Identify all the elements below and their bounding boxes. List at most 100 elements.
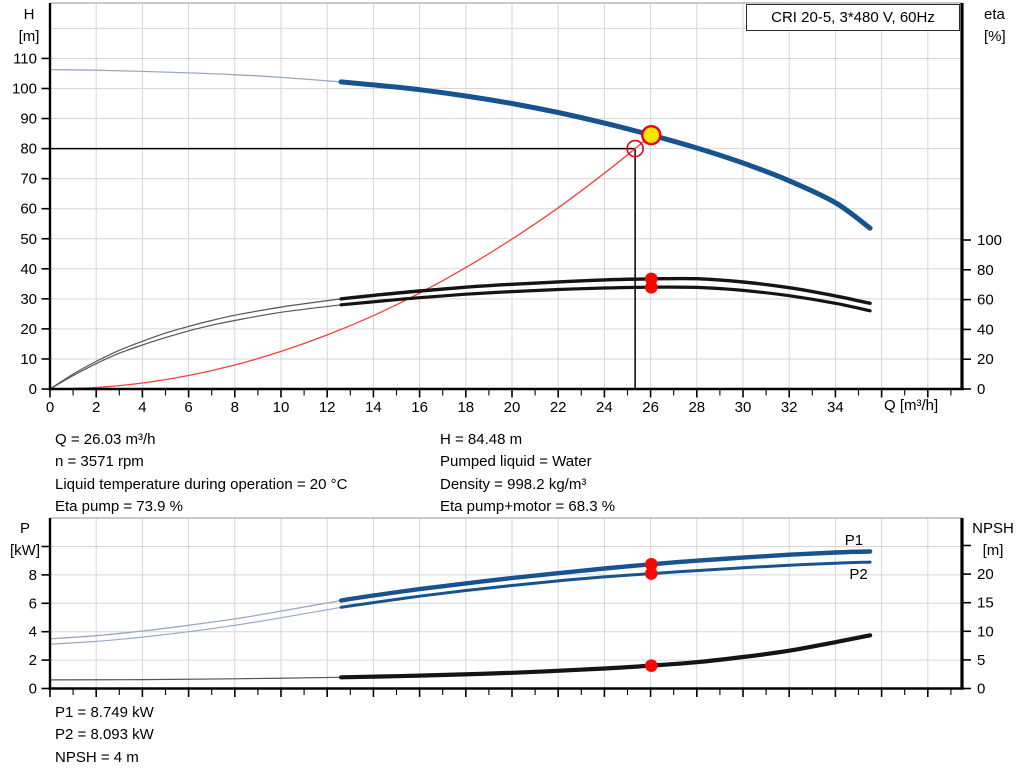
- curve-p1-thin: [49, 599, 342, 640]
- y-left-tick-label: 80: [20, 141, 37, 158]
- requested-duty-marker[interactable]: [626, 139, 644, 158]
- curve-head-thin: [49, 68, 342, 83]
- y-right-tick-label: 0: [977, 381, 985, 398]
- x-axis-title-flow: Q [m³/h]: [884, 395, 964, 417]
- curve-p2: [339, 560, 872, 609]
- npsh-axis-unit-line2: [m]: [982, 542, 1004, 559]
- y-left-tick-label: 110: [13, 50, 37, 67]
- info-line: Liquid temperature during operation = 20…: [55, 475, 348, 493]
- x-tick-label: 10: [273, 399, 290, 416]
- pump-title: CRI 20-5, 3*480 V, 60Hz: [771, 9, 935, 26]
- y-left-tick-label: 4: [29, 624, 37, 641]
- y-left-tick-label: 90: [20, 111, 37, 128]
- y-left-tick-label: 40: [20, 261, 37, 278]
- head-axis-unit-line2: [m]: [18, 28, 40, 45]
- y-axis-title-head: H [m]: [7, 4, 51, 48]
- x-tick-label: 18: [457, 399, 474, 416]
- y-left-tick-label: 8: [29, 567, 37, 584]
- y-left-tick-label: 6: [29, 595, 37, 612]
- curve-p2-thin: [49, 606, 342, 645]
- y-right-tick-label: 15: [977, 595, 994, 612]
- info-line: Density = 998.2 kg/m³: [440, 475, 587, 493]
- y-right-tick-label: 20: [977, 351, 994, 368]
- info-line: NPSH = 4 m: [55, 748, 139, 766]
- duty-info-right: H = 84.48 m Pumped liquid = Water Density …: [440, 429, 615, 519]
- curve-npsh: [339, 633, 873, 680]
- power-axis-unit-line2: [kW]: [10, 542, 40, 559]
- info-line: Q = 26.03 m³/h: [55, 431, 156, 448]
- series-label-p1: P1: [845, 532, 863, 549]
- info-line: n = 3571 rpm: [55, 453, 144, 471]
- y-axis-title-eta: eta [%]: [984, 4, 1024, 48]
- duty-info-left: Q = 26.03 m³/h n = 3571 rpm Liquid tempera…: [55, 429, 347, 519]
- info-line: P2 = 8.093 kW: [55, 726, 154, 744]
- x-tick-label: 4: [138, 399, 146, 416]
- y-left-tick-label: 70: [20, 171, 37, 188]
- y-right-tick-label: 100: [977, 232, 1002, 249]
- y-left-tick-label: 20: [20, 321, 37, 338]
- x-tick-label: 0: [46, 399, 54, 416]
- curve-eta-pump-thin: [49, 298, 342, 390]
- y-axis-title-power: P [kW]: [3, 518, 47, 562]
- result-marker: [644, 557, 658, 571]
- x-tick-label: 22: [550, 399, 567, 416]
- duty-point-marker[interactable]: [641, 124, 662, 146]
- y-left-tick-label: 50: [20, 231, 37, 248]
- eta-axis-unit-line2: [%]: [984, 28, 1006, 45]
- axes: 0 2 4 6 8 0 5 10 15 20: [29, 518, 994, 698]
- x-tick-label: 26: [642, 399, 659, 416]
- y-left-tick-label: 60: [20, 201, 37, 218]
- y-right-tick-label: 20: [977, 566, 994, 583]
- curve-system-curve: [49, 134, 652, 390]
- y-left-tick-label: 30: [20, 291, 37, 308]
- info-line: H = 84.48 m: [440, 431, 523, 448]
- flow-axis-unit: Q [m³/h]: [884, 397, 939, 414]
- x-tick-label: 32: [781, 399, 798, 416]
- y-left-tick-label: 0: [29, 381, 37, 398]
- y-right-tick-label: 60: [977, 292, 994, 309]
- curve-npsh-thin: [49, 676, 342, 681]
- x-tick-label: 8: [231, 399, 239, 416]
- x-tick-label: 20: [504, 399, 521, 416]
- series-label-p2: P2: [849, 566, 867, 583]
- curve-p1: [338, 549, 873, 603]
- x-tick-label: 6: [184, 399, 192, 416]
- x-tick-label: 24: [596, 399, 613, 416]
- y-right-tick-label: 0: [977, 681, 985, 698]
- pump-title-box: CRI 20-5, 3*480 V, 60Hz: [746, 4, 960, 31]
- result-marker: [644, 567, 658, 580]
- x-tick-label: 2: [92, 399, 100, 416]
- gridlines: [50, 517, 962, 689]
- curve-eta-pump-motor: [339, 285, 872, 313]
- curve-eta-pump-motor-thin: [49, 304, 342, 390]
- y-left-tick-label: 0: [29, 681, 37, 698]
- y-left-tick-label: 2: [29, 652, 37, 669]
- x-tick-label: 12: [319, 399, 336, 416]
- result-marker: [644, 659, 658, 672]
- axes: 0 2 4 6 8 10 12 14 16 18 20 22 24 26 28 30 32 34010203040…: [12, 3, 1002, 416]
- info-line: Eta pump+motor = 68.3 %: [440, 498, 616, 516]
- x-tick-label: 28: [688, 399, 705, 416]
- curve-eta-pump: [339, 276, 872, 305]
- eta-axis-unit-line1: eta: [984, 6, 1005, 23]
- npsh-axis-unit-line1: NPSH: [972, 520, 1014, 537]
- result-marker: [644, 280, 658, 294]
- y-right-tick-label: 40: [977, 321, 994, 338]
- x-tick-label: 14: [365, 399, 382, 416]
- y-left-tick-label: 100: [12, 81, 37, 98]
- power-axis-unit-line1: P: [19, 520, 30, 537]
- y-axis-title-npsh: NPSH [m]: [964, 518, 1022, 562]
- x-tick-label: 16: [411, 399, 428, 416]
- info-line: Eta pump = 73.9 %: [55, 498, 183, 516]
- head-axis-unit-line1: H: [23, 6, 35, 23]
- top-chart: 0 2 4 6 8 10 12 14 16 18 20 22 24 26 28 30 32 34010203040…: [12, 2, 1002, 416]
- y-right-tick-label: 5: [977, 652, 985, 669]
- info-line: Pumped liquid = Water: [440, 453, 592, 471]
- y-right-tick-label: 80: [977, 262, 994, 279]
- curve-head: [338, 79, 873, 231]
- power-info: P1 = 8.749 kW P2 = 8.093 kW NPSH = 4 m: [55, 702, 154, 769]
- bottom-chart: 0 2 4 6 8 0 5 10 15 20 P1 P2: [29, 517, 994, 698]
- info-line: P1 = 8.749 kW: [55, 704, 154, 721]
